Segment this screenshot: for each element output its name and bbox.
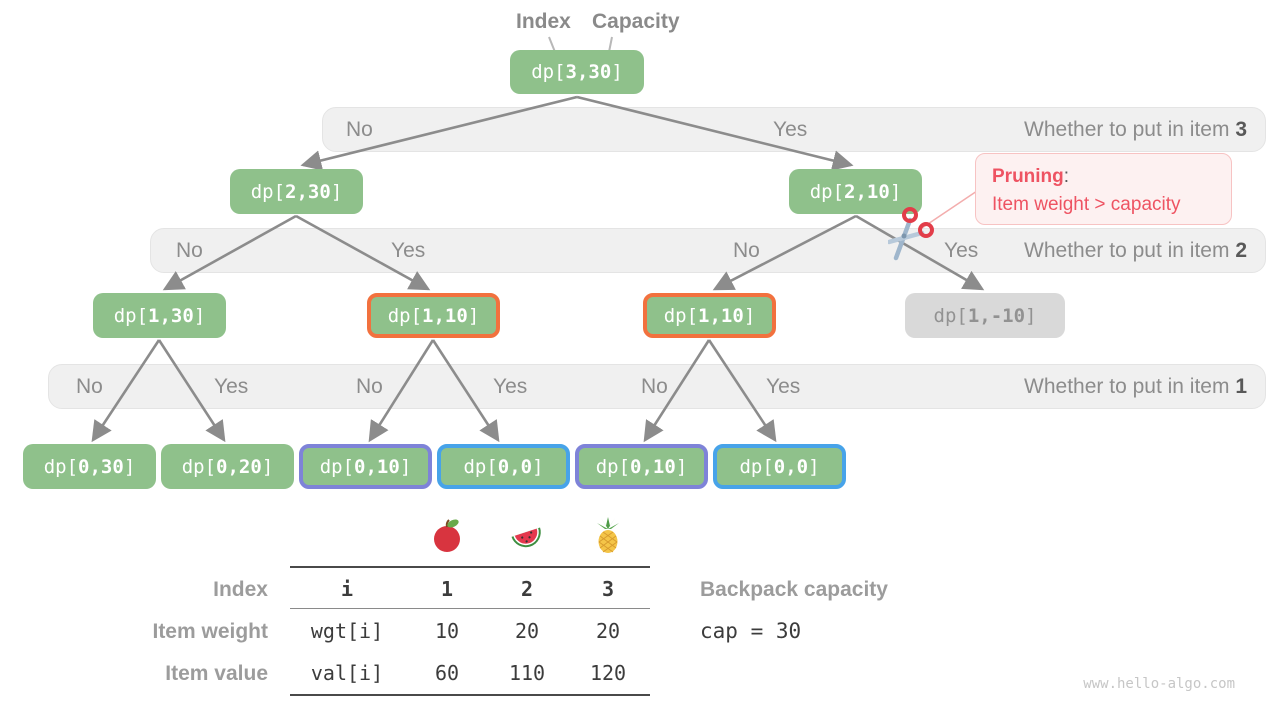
backpack-capacity-label: Backpack capacity	[700, 578, 888, 601]
dp-node-0-0-left: dp[0,0]	[437, 444, 570, 489]
table-cell-wgt: wgt[i]	[310, 619, 384, 643]
dp-node-0-10-left: dp[0,10]	[299, 444, 432, 489]
watermelon-icon	[511, 527, 541, 548]
row-label-weight: Item weight	[152, 620, 268, 643]
dp-node-0-10-right: dp[0,10]	[575, 444, 708, 489]
capacity-label: Capacity	[592, 10, 680, 33]
branch-label-no: No	[176, 239, 203, 262]
branch-label-yes: Yes	[391, 239, 426, 262]
table-cell-val: val[i]	[310, 661, 384, 685]
band-question: Whether to put in item 3	[1024, 118, 1247, 141]
table-rule-mid	[290, 608, 650, 609]
apple-icon	[434, 519, 460, 552]
branch-label-yes: Yes	[944, 239, 979, 262]
scissors-icon	[888, 207, 934, 261]
table-cell-val-2: 110	[508, 661, 546, 685]
table-rule-top	[290, 566, 650, 568]
dp-node-1-neg10-pruned: dp[1,-10]	[905, 293, 1065, 338]
branch-label-yes: Yes	[766, 375, 801, 398]
table-cell-wgt-1: 10	[434, 619, 460, 643]
table-cell-val-3: 120	[589, 661, 627, 685]
decision-band-item1: No Yes No Yes No Yes Whether to put in i…	[48, 364, 1266, 409]
pineapple-icon	[597, 517, 619, 553]
pruning-title: Pruning	[992, 166, 1064, 187]
dp-node-0-30: dp[0,30]	[23, 444, 156, 489]
table-header-2: 2	[520, 577, 534, 601]
branch-label-no: No	[346, 118, 373, 141]
band-question: Whether to put in item 2	[1024, 239, 1247, 262]
index-label: Index	[516, 10, 571, 33]
table-header-1: 1	[440, 577, 454, 601]
table-cell-wgt-3: 20	[595, 619, 621, 643]
band-question: Whether to put in item 1	[1024, 375, 1247, 398]
decision-band-item3: No Yes Whether to put in item 3	[322, 107, 1266, 152]
watermark: www.hello-algo.com	[1083, 676, 1235, 692]
decision-band-item2: No Yes No Yes Whether to put in item 2	[150, 228, 1266, 273]
branch-label-no: No	[733, 239, 760, 262]
table-header-i: i	[340, 577, 354, 601]
dp-node-1-10-right: dp[1,10]	[643, 293, 776, 338]
dp-node-2-30: dp[2,30]	[230, 169, 363, 214]
dp-node-0-0-right: dp[0,0]	[713, 444, 846, 489]
table-cell-wgt-2: 20	[514, 619, 540, 643]
branch-label-yes: Yes	[773, 118, 808, 141]
dp-node-0-20: dp[0,20]	[161, 444, 294, 489]
branch-label-no: No	[76, 375, 103, 398]
branch-label-no: No	[356, 375, 383, 398]
pruning-callout: Pruning: Item weight > capacity	[975, 153, 1232, 225]
row-label-index: Index	[213, 578, 268, 601]
branch-label-yes: Yes	[493, 375, 528, 398]
dp-node-2-10: dp[2,10]	[789, 169, 922, 214]
backpack-capacity-value: cap = 30	[700, 619, 802, 643]
row-label-value: Item value	[165, 662, 268, 685]
dp-node-1-30: dp[1,30]	[93, 293, 226, 338]
table-cell-val-1: 60	[434, 661, 460, 685]
pruning-detail: Item weight > capacity	[992, 194, 1181, 215]
dp-node-1-10-left: dp[1,10]	[367, 293, 500, 338]
table-header-3: 3	[601, 577, 615, 601]
branch-label-no: No	[641, 375, 668, 398]
table-rule-bottom	[290, 694, 650, 696]
dp-node-3-30: dp[3,30]	[510, 50, 644, 94]
branch-label-yes: Yes	[214, 375, 249, 398]
